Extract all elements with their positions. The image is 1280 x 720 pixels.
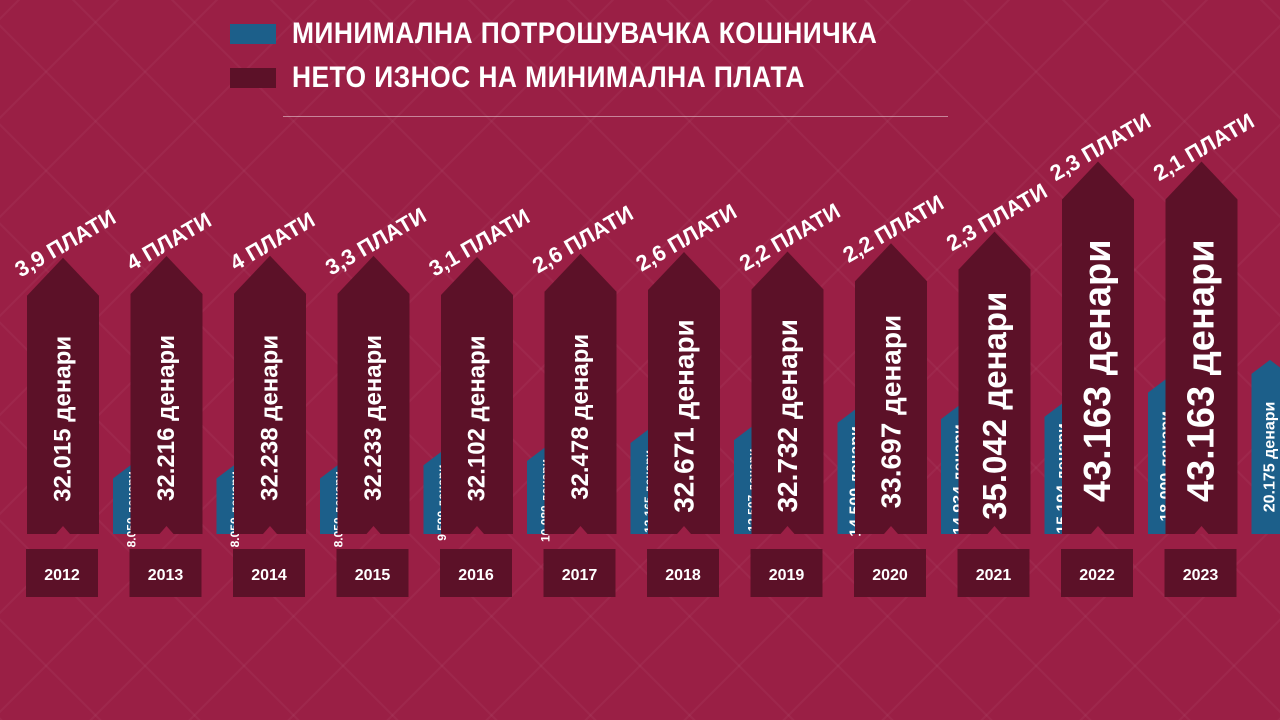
year-box-2019 [750, 549, 823, 597]
year-label-2017: 2017 [562, 567, 598, 584]
bar-notch-2013 [159, 526, 174, 534]
year-box-2014 [233, 549, 305, 597]
label-wage-2023: 20.175 денари [1262, 402, 1279, 513]
year-label-2018: 2018 [665, 567, 701, 584]
label-basket-2015: 32.233 денари [360, 335, 387, 501]
bar-notch-2022 [1091, 526, 1105, 534]
year-label-2014: 2014 [251, 567, 287, 584]
label-basket-2019: 32.732 денари [772, 319, 803, 513]
bar-notch-2012 [56, 526, 70, 534]
year-label-2022: 2022 [1079, 567, 1115, 584]
bar-basket-2015 [337, 255, 410, 534]
bar-basket-2020 [855, 243, 927, 534]
bar-notch-2018 [677, 526, 691, 534]
label-basket-2013: 32.216 денари [153, 335, 180, 501]
year-label-2019: 2019 [769, 567, 805, 584]
label-basket-2020: 33.697 денари [876, 315, 907, 509]
bar-basket-2023 [1165, 161, 1238, 535]
legend-label-basket: МИНИМАЛНА ПОТРОШУВАЧКА КОШНИЧКА [292, 17, 878, 50]
year-box-2016 [440, 549, 512, 597]
year-box-2013 [129, 549, 202, 597]
bar-notch-2019 [780, 526, 795, 534]
year-box-2015 [336, 549, 409, 597]
bar-notch-2020 [884, 526, 898, 534]
legend-divider [283, 116, 948, 117]
label-basket-2023: 43.163 денари [1181, 239, 1223, 502]
year-box-2018 [647, 549, 719, 597]
bar-basket-2013 [130, 255, 203, 534]
year-label-2013: 2013 [148, 567, 184, 584]
year-label-2021: 2021 [976, 567, 1012, 584]
label-basket-2021: 35.042 денари [976, 292, 1013, 520]
year-box-2017 [543, 549, 616, 597]
bar-basket-2022 [1062, 161, 1134, 535]
label-basket-2016: 32.102 денари [464, 336, 491, 502]
bar-basket-2019 [751, 251, 824, 535]
year-box-2023 [1164, 549, 1237, 597]
bar-basket-2021 [958, 231, 1031, 535]
year-label-2020: 2020 [872, 567, 908, 584]
year-label-2016: 2016 [458, 567, 494, 584]
label-basket-2017: 32.478 денари [567, 334, 594, 500]
legend-item-basket: МИНИМАЛНА ПОТРОШУВАЧКА КОШНИЧКА [230, 12, 957, 56]
year-box-2012 [26, 549, 98, 597]
legend-label-wage: НЕТО ИЗНОС НА МИНИМАЛНА ПЛАТА [292, 61, 805, 94]
bar-notch-2014 [263, 526, 277, 534]
year-box-2020 [854, 549, 926, 597]
label-basket-2012: 32.015 денари [50, 336, 77, 502]
bar-notch-2017 [573, 526, 588, 534]
year-label-2023: 2023 [1183, 567, 1219, 584]
year-box-2021 [957, 549, 1030, 597]
bar-notch-2021 [987, 526, 1002, 534]
year-label-2015: 2015 [355, 567, 391, 584]
bar-basket-2016 [441, 256, 513, 534]
year-label-2012: 2012 [44, 567, 80, 584]
year-box-2022 [1061, 549, 1133, 597]
bar-basket-2018 [648, 252, 720, 535]
bar-wage-2023 [1251, 359, 1280, 534]
label-basket-2014: 32.238 денари [257, 335, 284, 501]
legend-swatch-wage [230, 68, 276, 88]
bar-notch-2016 [470, 526, 484, 534]
bar-notch-2023 [1194, 526, 1209, 534]
label-basket-2018: 32.671 денари [669, 319, 700, 513]
bar-basket-2012 [27, 257, 99, 534]
bar-basket-2017 [544, 253, 617, 535]
bar-basket-2014 [234, 255, 306, 534]
label-basket-2022: 43.163 денари [1077, 239, 1119, 502]
legend-item-wage: НЕТО ИЗНОС НА МИНИМАЛНА ПЛАТА [230, 56, 957, 100]
legend: МИНИМАЛНА ПОТРОШУВАЧКА КОШНИЧКА НЕТО ИЗН… [230, 12, 957, 100]
legend-swatch-basket [230, 24, 276, 44]
bar-notch-2015 [366, 526, 381, 534]
